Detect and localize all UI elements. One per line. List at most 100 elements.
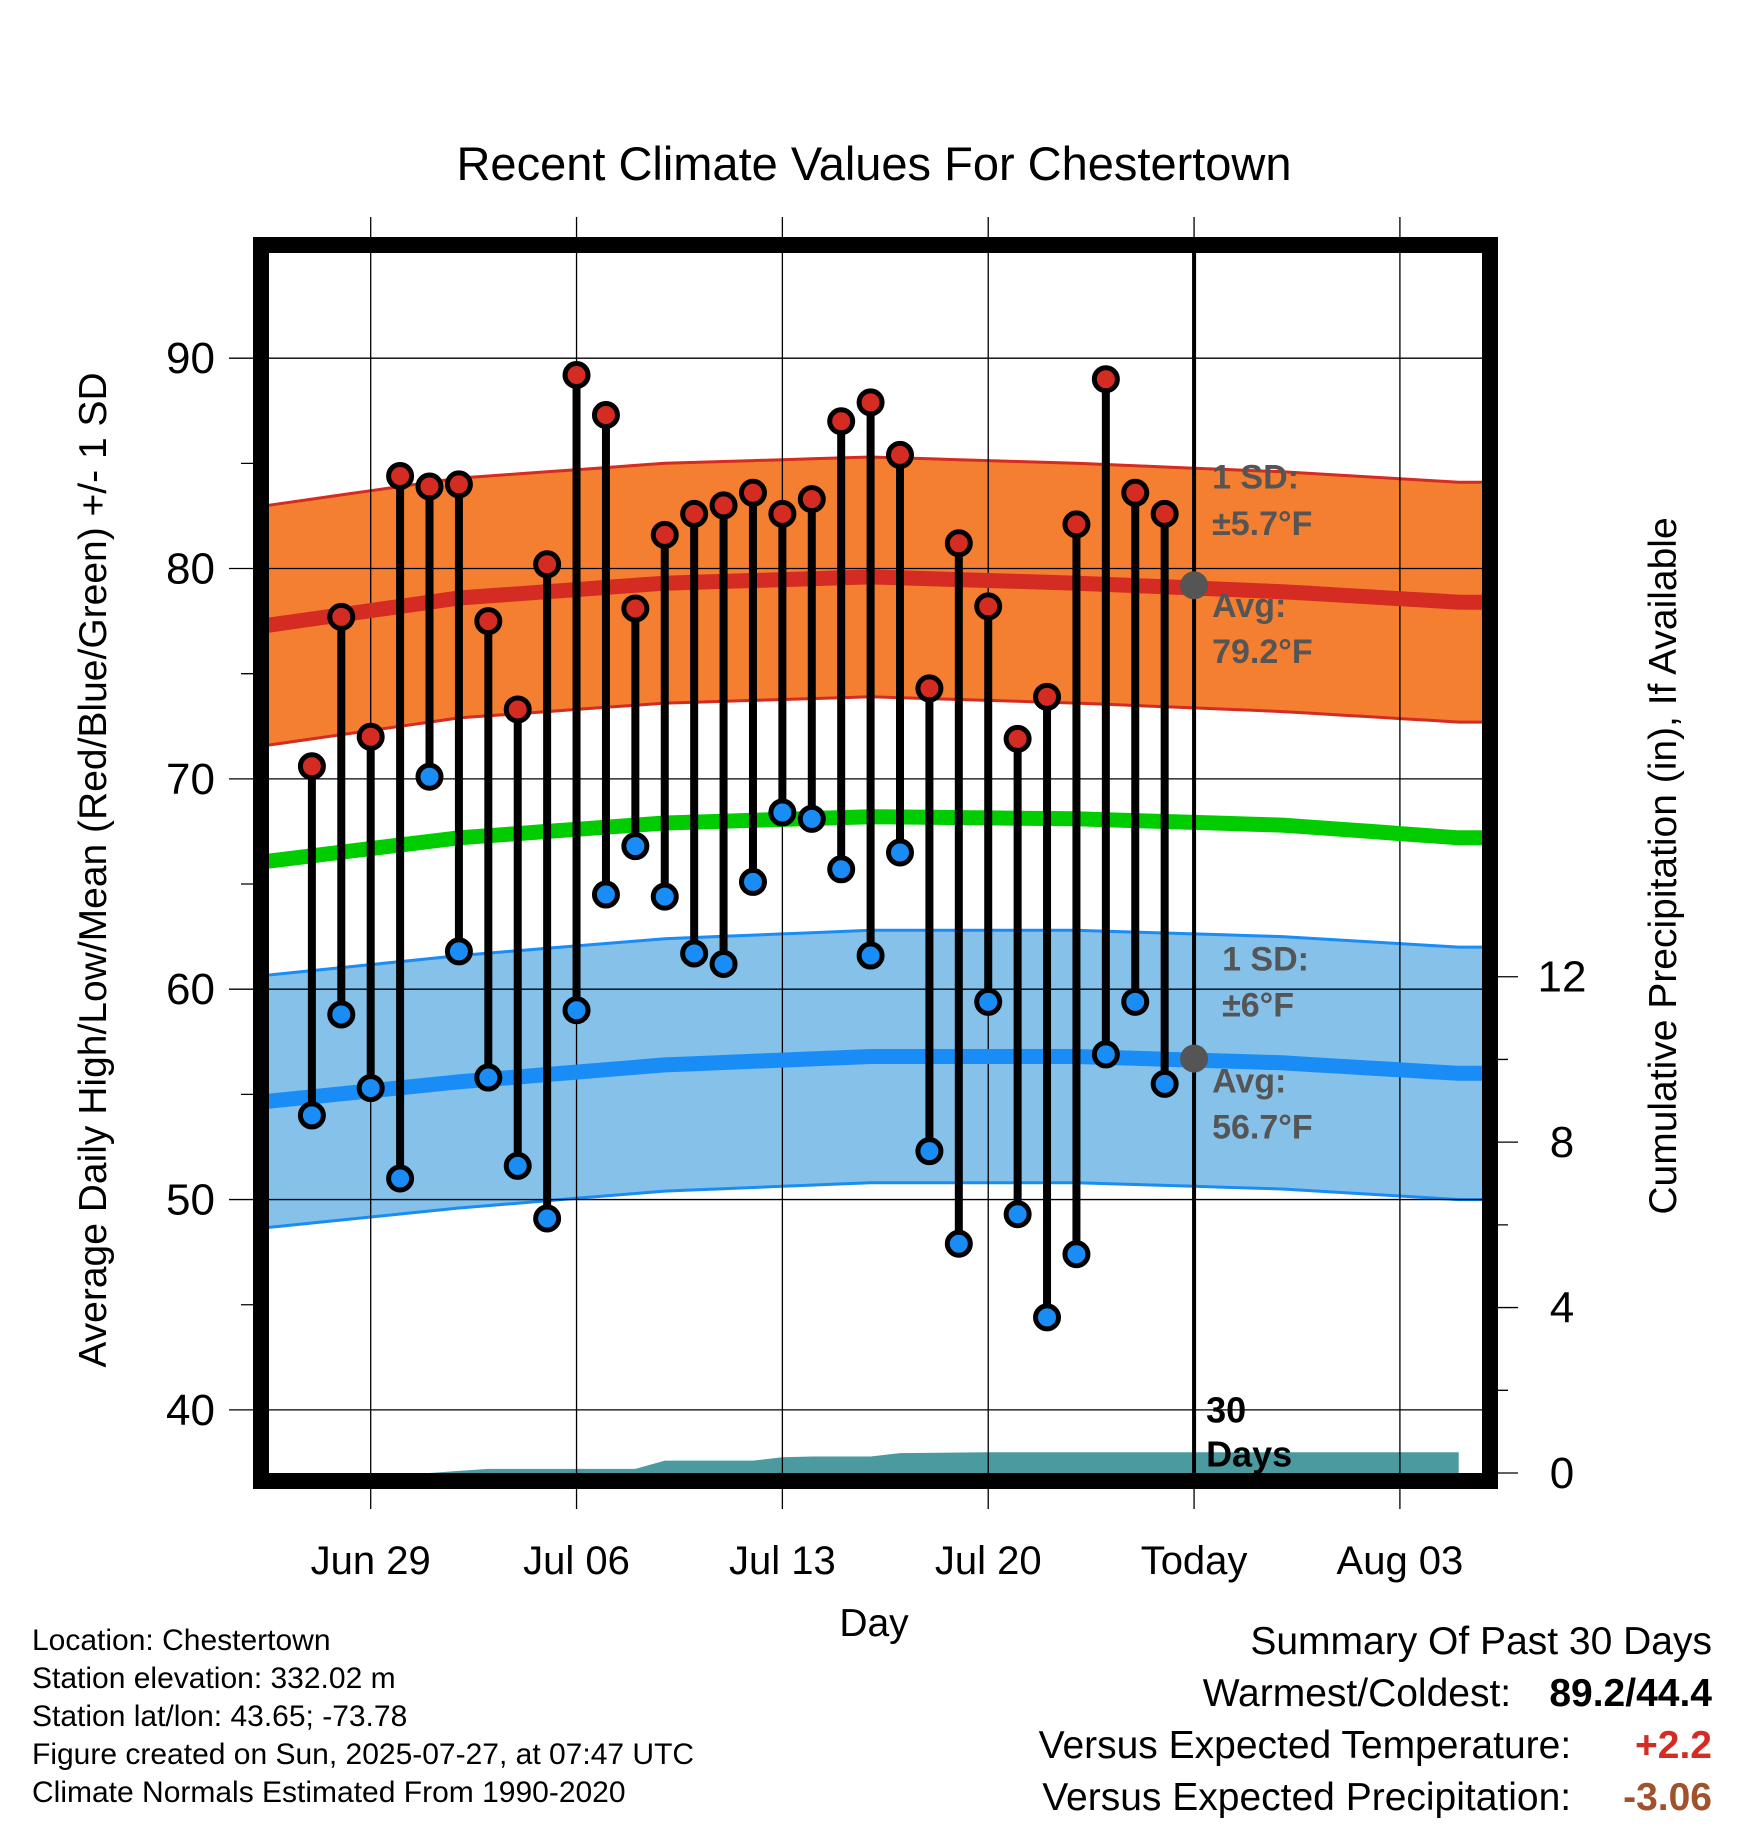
daily-high-point xyxy=(562,361,591,389)
x-tick-label: Jul 20 xyxy=(935,1539,1042,1583)
y-axis-label: Average Daily High/Low/Mean (Red/Blue/Gr… xyxy=(72,372,115,1367)
daily-low-point xyxy=(738,867,767,896)
daily-high-point xyxy=(738,478,767,507)
daily-low-point xyxy=(1150,1069,1179,1098)
daily-high-point xyxy=(974,592,1003,621)
daily-low-point xyxy=(591,880,620,909)
y2-tick-label: 12 xyxy=(1538,953,1587,1002)
daily-high-point xyxy=(915,674,944,703)
daily-high-point xyxy=(886,440,915,469)
daily-high-point xyxy=(297,752,326,781)
summary-temp-label: Versus Expected Temperature: xyxy=(1038,1724,1572,1767)
x-tick-label: Jun 29 xyxy=(311,1539,431,1583)
daily-low-point xyxy=(1121,987,1150,1016)
daily-low-point xyxy=(768,798,797,827)
high-sd-value: ±5.7°F xyxy=(1212,505,1312,543)
y2-tick-label: 4 xyxy=(1550,1284,1574,1333)
today-high-marker xyxy=(1180,571,1209,600)
daily-high-point xyxy=(327,602,356,631)
x-axis-label: Day xyxy=(839,1602,909,1645)
period-label: 30 xyxy=(1206,1390,1246,1431)
daily-low-point xyxy=(680,939,709,968)
daily-high-point xyxy=(1121,478,1150,507)
daily-low-point xyxy=(1003,1200,1032,1229)
today-low-marker xyxy=(1180,1044,1209,1073)
daily-low-point xyxy=(709,949,738,978)
summary-temp-value: +2.2 xyxy=(1635,1724,1712,1767)
summary-warmest-value: 89.2/44.4 xyxy=(1549,1672,1712,1715)
y-tick-label: 80 xyxy=(166,545,215,594)
daily-high-point xyxy=(591,400,620,429)
chart-title: Recent Climate Values For Chestertown xyxy=(456,137,1291,190)
low-avg-label: Avg: xyxy=(1212,1062,1286,1100)
daily-low-point xyxy=(562,996,591,1025)
daily-low-point xyxy=(1033,1303,1062,1332)
low-sd-label: 1 SD: xyxy=(1222,940,1309,978)
y-tick-label: 90 xyxy=(166,334,215,383)
daily-high-point xyxy=(474,607,503,636)
daily-high-point xyxy=(827,407,856,436)
y2-axis-label: Cumulative Precipitation (in), If Availa… xyxy=(1642,517,1685,1214)
period-unit: Days xyxy=(1206,1434,1292,1475)
x-tick-label: Jul 13 xyxy=(729,1539,836,1583)
summary-precip-value: -3.06 xyxy=(1623,1776,1712,1819)
daily-high-point xyxy=(944,529,973,558)
daily-high-point xyxy=(1150,499,1179,528)
summary-warmest-row: Warmest/Coldest: 89.2/44.4 xyxy=(1039,1668,1712,1720)
y2-tick-label: 8 xyxy=(1550,1118,1574,1167)
daily-high-point xyxy=(386,461,415,490)
daily-low-point xyxy=(650,882,679,911)
daily-high-point xyxy=(1062,510,1091,539)
x-tick-label: Aug 03 xyxy=(1337,1539,1464,1583)
daily-high-point xyxy=(533,550,562,579)
y-tick-label: 60 xyxy=(166,965,215,1014)
x-tick-label: Jul 06 xyxy=(523,1539,630,1583)
daily-low-point xyxy=(974,987,1003,1016)
daily-low-point xyxy=(797,804,826,833)
daily-low-point xyxy=(1091,1040,1120,1069)
daily-high-point xyxy=(356,722,385,751)
daily-high-point xyxy=(680,499,709,528)
daily-low-point xyxy=(1062,1240,1091,1269)
daily-low-point xyxy=(474,1063,503,1092)
daily-low-point xyxy=(915,1137,944,1166)
daily-high-point xyxy=(1091,365,1120,394)
info-normals: Climate Normals Estimated From 1990-2020 xyxy=(32,1776,626,1809)
station-info: Location: Chestertown Station elevation:… xyxy=(32,1622,694,1812)
daily-low-point xyxy=(621,832,650,861)
daily-high-point xyxy=(1033,682,1062,711)
low-avg-value: 56.7°F xyxy=(1212,1109,1313,1147)
daily-low-point xyxy=(856,941,885,970)
summary-temp-row: Versus Expected Temperature: +2.2 xyxy=(1039,1720,1712,1772)
daily-low-point xyxy=(415,762,444,791)
daily-low-point xyxy=(356,1074,385,1103)
daily-high-point xyxy=(709,491,738,520)
daily-high-point xyxy=(415,472,444,501)
daily-high-point xyxy=(797,485,826,514)
daily-low-point xyxy=(327,1000,356,1029)
high-avg-label: Avg: xyxy=(1212,587,1286,625)
summary-title: Summary Of Past 30 Days xyxy=(1250,1620,1712,1663)
high-sd-band xyxy=(269,457,1482,746)
info-created: Figure created on Sun, 2025-07-27, at 07… xyxy=(32,1738,695,1771)
plot-frame xyxy=(253,237,1498,1489)
summary-precip-label: Versus Expected Precipitation: xyxy=(1042,1776,1572,1819)
daily-high-point xyxy=(621,594,650,623)
daily-low-point xyxy=(944,1229,973,1258)
low-sd-value: ±6°F xyxy=(1222,987,1294,1025)
low-avg-line xyxy=(269,1049,1482,1109)
info-location: Location: Chestertown xyxy=(32,1624,331,1657)
low-band-lower-edge xyxy=(269,1181,1482,1229)
daily-low-point xyxy=(503,1151,532,1180)
daily-low-point xyxy=(827,855,856,884)
y2-tick-label: 0 xyxy=(1550,1449,1574,1498)
x-tick-label: Today xyxy=(1141,1539,1248,1583)
daily-high-point xyxy=(768,499,797,528)
daily-low-point xyxy=(886,838,915,867)
daily-high-point xyxy=(444,470,473,499)
info-latlon: Station lat/lon: 43.65; -73.78 xyxy=(32,1700,408,1733)
summary-warmest-label: Warmest/Coldest: xyxy=(1202,1672,1512,1715)
info-elevation: Station elevation: 332.02 m xyxy=(32,1662,396,1695)
high-sd-label: 1 SD: xyxy=(1212,459,1299,497)
precip-area xyxy=(269,1452,1459,1473)
